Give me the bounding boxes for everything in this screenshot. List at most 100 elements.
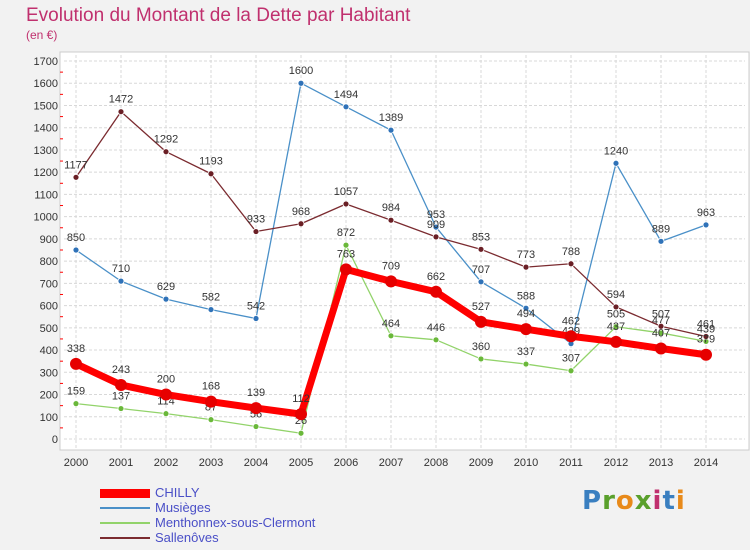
data-label-menthonnex-sous-clermont: 505: [607, 309, 625, 321]
data-point-sallen-ves: [342, 200, 350, 208]
data-label-menthonnex-sous-clermont: 137: [112, 391, 130, 403]
data-point-chilly: [250, 402, 262, 415]
data-label-chilly: 243: [112, 364, 130, 376]
data-label-chilly: 763: [337, 248, 355, 260]
data-point-musi-ges: [342, 103, 350, 111]
y-tick-label: 1500: [34, 100, 58, 112]
data-point-menthonnex-sous-clermont: [297, 429, 305, 437]
data-point-musi-ges: [297, 79, 305, 87]
data-label-menthonnex-sous-clermont: 360: [472, 341, 490, 353]
data-label-musi-ges: 582: [202, 292, 220, 304]
data-label-sallen-ves: 1472: [109, 94, 133, 106]
legend-swatch-chilly: [100, 489, 150, 498]
data-label-sallen-ves: 594: [607, 289, 625, 301]
y-tick-label: 600: [40, 301, 58, 313]
data-label-chilly: 462: [562, 315, 580, 327]
x-tick-label: 2002: [154, 457, 178, 469]
data-point-sallen-ves: [252, 228, 260, 235]
data-label-sallen-ves: 909: [427, 219, 445, 231]
data-point-menthonnex-sous-clermont: [342, 241, 350, 249]
data-point-musi-ges: [657, 237, 665, 245]
data-label-sallen-ves: 933: [247, 214, 265, 226]
data-label-sallen-ves: 461: [697, 318, 715, 330]
data-label-chilly: 662: [427, 271, 445, 283]
data-point-sallen-ves: [657, 322, 665, 330]
x-tick-label: 2010: [514, 457, 538, 469]
x-tick-label: 2014: [694, 457, 718, 469]
data-label-musi-ges: 1389: [379, 112, 403, 124]
data-label-chilly: 200: [157, 374, 175, 386]
y-tick-label: 200: [40, 390, 58, 402]
x-tick-label: 2011: [559, 457, 583, 469]
y-tick-label: 400: [40, 345, 58, 357]
data-label-menthonnex-sous-clermont: 439: [697, 323, 715, 335]
data-label-musi-ges: 707: [472, 264, 490, 276]
data-point-sallen-ves: [297, 220, 305, 228]
data-point-sallen-ves: [522, 263, 530, 271]
y-tick-label: 300: [40, 367, 58, 379]
data-label-sallen-ves: 788: [562, 246, 580, 258]
data-label-chilly: 112: [292, 393, 310, 405]
data-label-sallen-ves: 853: [472, 231, 490, 243]
y-tick-label: 100: [40, 412, 58, 424]
data-point-chilly: [475, 315, 487, 328]
x-tick-label: 2001: [109, 457, 133, 469]
data-point-musi-ges: [612, 159, 620, 167]
data-point-menthonnex-sous-clermont: [252, 423, 260, 430]
logo-letter: t: [662, 486, 676, 516]
data-point-chilly: [205, 395, 217, 408]
chart-title: Evolution du Montant de la Dette par Hab…: [26, 5, 411, 26]
legend-swatch-musieges: [100, 507, 150, 509]
data-point-menthonnex-sous-clermont: [207, 416, 215, 424]
x-tick-label: 2005: [289, 457, 313, 469]
data-point-menthonnex-sous-clermont: [72, 400, 80, 408]
data-label-musi-ges: 963: [697, 207, 715, 219]
legend-swatch-menthonnex: [100, 522, 150, 524]
data-label-musi-ges: 953: [427, 209, 445, 221]
y-tick-label: 700: [40, 278, 58, 290]
data-point-chilly: [565, 330, 577, 343]
x-tick-label: 2006: [334, 457, 358, 469]
data-label-chilly: 709: [382, 260, 400, 272]
plot-area: [59, 51, 750, 451]
data-label-menthonnex-sous-clermont: 159: [67, 386, 85, 398]
data-point-musi-ges: [432, 223, 440, 231]
data-point-menthonnex-sous-clermont: [387, 332, 395, 340]
proxiti-logo[interactable]: Proxiti: [582, 486, 686, 516]
data-label-chilly: 494: [517, 308, 535, 320]
data-point-musi-ges: [387, 126, 395, 134]
x-tick-label: 2013: [649, 457, 673, 469]
data-point-musi-ges: [522, 304, 530, 312]
data-label-sallen-ves: 1057: [334, 186, 358, 198]
data-point-menthonnex-sous-clermont: [432, 336, 440, 344]
data-label-menthonnex-sous-clermont: 337: [517, 346, 535, 358]
data-label-musi-ges: 1240: [604, 145, 628, 157]
data-label-chilly: 437: [607, 321, 625, 333]
data-label-chilly: 168: [202, 381, 220, 393]
y-tick-label: 1400: [34, 123, 58, 135]
data-label-musi-ges: 629: [157, 281, 175, 293]
y-tick-label: 1000: [34, 212, 58, 224]
legend-label: Musièges: [155, 500, 211, 515]
data-label-menthonnex-sous-clermont: 872: [337, 227, 355, 239]
x-tick-label: 2012: [604, 457, 628, 469]
y-tick-label: 1700: [34, 56, 58, 68]
y-tick-label: 900: [40, 234, 58, 246]
data-point-chilly: [70, 357, 82, 370]
data-point-musi-ges: [477, 278, 485, 286]
data-point-musi-ges: [117, 277, 125, 285]
logo-letter: P: [582, 486, 603, 516]
data-point-menthonnex-sous-clermont: [162, 410, 170, 418]
data-point-menthonnex-sous-clermont: [117, 405, 125, 412]
logo-letter: o: [615, 486, 635, 516]
data-label-musi-ges: 1600: [289, 65, 313, 77]
data-point-sallen-ves: [702, 333, 710, 340]
data-label-chilly: 338: [67, 343, 85, 355]
data-point-sallen-ves: [162, 148, 170, 156]
data-point-chilly: [385, 275, 397, 288]
data-point-sallen-ves: [72, 173, 80, 181]
logo-letter: i: [675, 486, 686, 516]
x-tick-label: 2008: [424, 457, 448, 469]
